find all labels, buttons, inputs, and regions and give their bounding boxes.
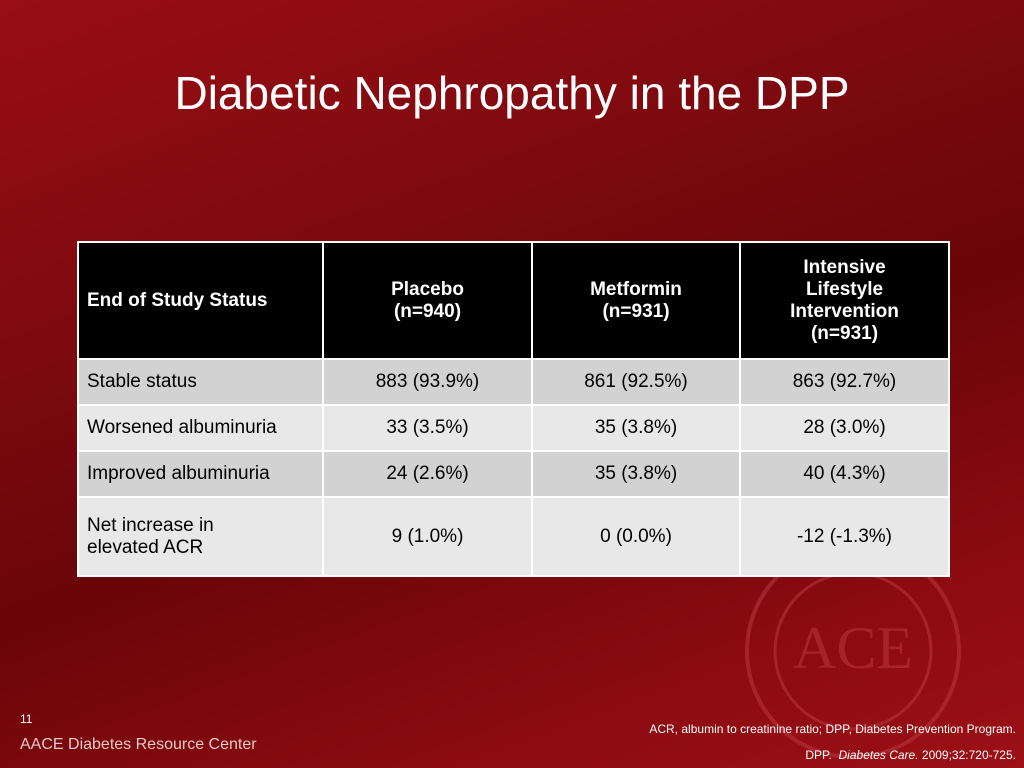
table-cell: 9 (1.0%) [322,496,533,577]
table-cell: 861 (92.5%) [531,358,741,406]
table-cell: Stable status [77,358,324,406]
data-table: End of Study Status Placebo (n=940) Metfor… [77,241,950,577]
table-cell: Net increase in elevated ACR [77,496,324,577]
table-row: Worsened albuminuria 33 (3.5%) 35 (3.8%) 28… [77,404,950,452]
table-cell: 863 (92.7%) [739,358,950,406]
table-cell: 28 (3.0%) [739,404,950,452]
table-row: Improved albuminuria 24 (2.6%) 35 (3.8%) 40… [77,450,950,498]
table-cell: Improved albuminuria [77,450,324,498]
table-cell: 33 (3.5%) [322,404,533,452]
header-cell: End of Study Status [77,241,324,360]
citation-journal: Diabetes Care. [838,748,919,762]
seal-letters: ACE [793,615,913,681]
table-cell: 40 (4.3%) [739,450,950,498]
table-cell: 35 (3.8%) [531,450,741,498]
table-row: Net increase in elevated ACR 9 (1.0%) 0 (0… [77,496,950,577]
table-cell: 0 (0.0%) [531,496,741,577]
citation-author: DPP. [805,748,832,762]
table-row: Stable status 883 (93.9%) 861 (92.5%) 863 (… [77,358,950,406]
table-cell: 35 (3.8%) [531,404,741,452]
slide-number: 11 [20,712,33,726]
header-cell: Intensive Lifestyle Intervention (n=931) [739,241,950,360]
table-cell: -12 (-1.3%) [739,496,950,577]
citation-details: 2009;32:720-725. [921,748,1016,762]
table-cell: 883 (93.9%) [322,358,533,406]
footnote: ACR, albumin to creatinine ratio; DPP, D… [649,722,1016,736]
header-cell: Metformin (n=931) [531,241,741,360]
brand: AACE Diabetes Resource Center [20,736,257,753]
header-row: End of Study Status Placebo (n=940) Metfor… [77,241,950,360]
slide-title: Diabetic Nephropathy in the DPP [174,67,850,119]
table-cell: 24 (2.6%) [322,450,533,498]
citation: DPP. Diabetes Care. 2009;32:720-725. [805,748,1016,762]
header-cell: Placebo (n=940) [322,241,533,360]
table-cell: Worsened albuminuria [77,404,324,452]
